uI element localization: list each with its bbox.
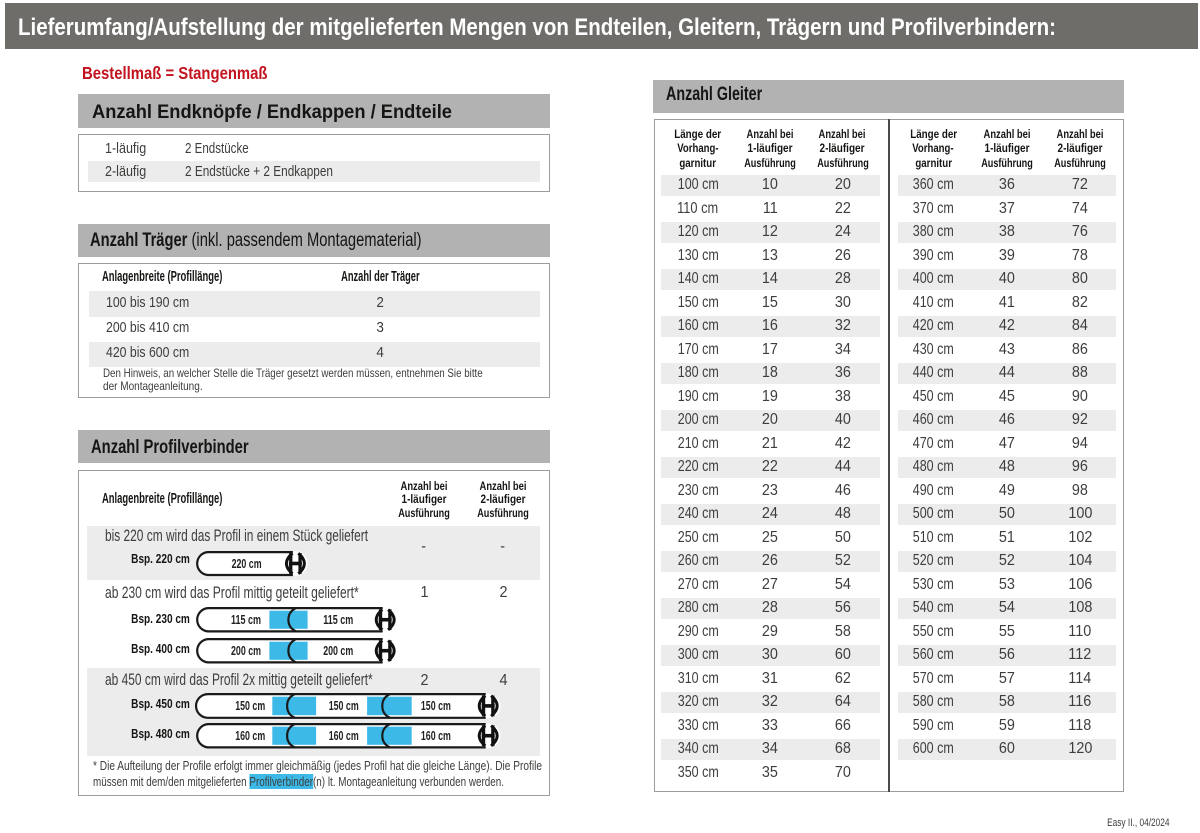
svg-text:115 cm: 115 cm	[231, 613, 261, 627]
svg-text:160 cm: 160 cm	[236, 729, 266, 743]
svg-text:150 cm: 150 cm	[236, 699, 266, 713]
svg-text:115 cm: 115 cm	[324, 613, 354, 627]
svg-text:200 cm: 200 cm	[324, 644, 354, 658]
svg-text:150 cm: 150 cm	[421, 699, 451, 713]
svg-text:150 cm: 150 cm	[329, 699, 359, 713]
svg-text:220 cm: 220 cm	[232, 556, 262, 570]
svg-text:160 cm: 160 cm	[329, 729, 359, 743]
svg-text:160 cm: 160 cm	[421, 729, 451, 743]
svg-text:200 cm: 200 cm	[231, 644, 261, 658]
